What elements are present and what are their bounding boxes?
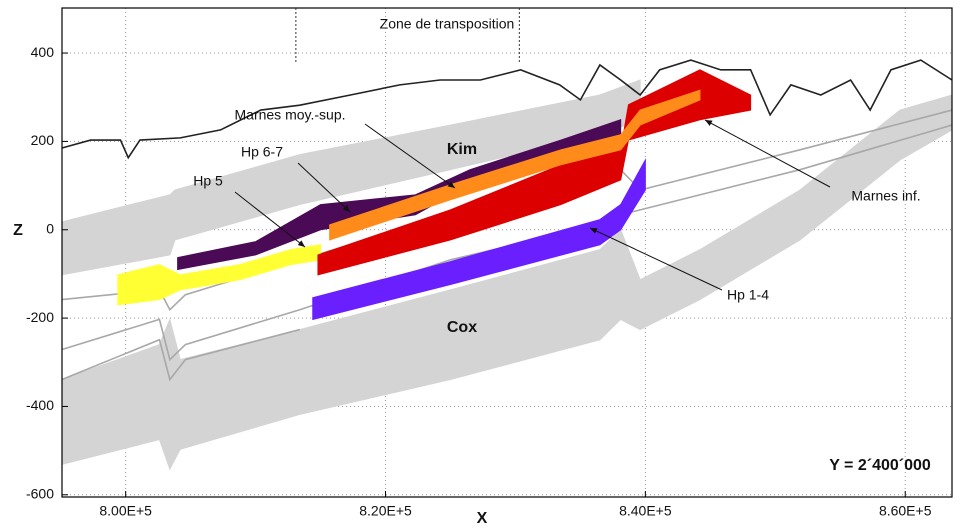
y-axis-label: Z	[13, 222, 23, 239]
x-tick-label: 8.20E+5	[359, 503, 412, 519]
annotation: Marnes moy.-sup.	[235, 107, 346, 123]
y-tick-label: 200	[31, 132, 55, 148]
annotation: Cox	[447, 319, 477, 336]
x-axis-label: X	[477, 510, 488, 527]
y-tick-label: 400	[31, 44, 55, 60]
annotation: Kim	[447, 141, 477, 158]
y-tick-label: -400	[26, 397, 54, 413]
chart: Zone de transposition X Z 8.00E+5 8.20E+5…	[0, 0, 965, 529]
x-tick-label: 8.40E+5	[619, 503, 672, 519]
zone-label: Zone de transposition	[380, 16, 515, 32]
annotation: Marnes inf.	[851, 188, 920, 204]
y-tick-label: -600	[26, 485, 54, 501]
x-tick-label: 8.60E+5	[879, 503, 932, 519]
annotation: Hp 1-4	[727, 287, 769, 303]
annotation: Hp 5	[193, 173, 223, 189]
annotation: Hp 6-7	[241, 144, 283, 160]
x-tick-label: 8.00E+5	[99, 503, 152, 519]
y-tick-label: 0	[46, 220, 54, 236]
annotation: Y = 2´400´000	[829, 457, 931, 474]
y-tick-label: -200	[26, 309, 54, 325]
